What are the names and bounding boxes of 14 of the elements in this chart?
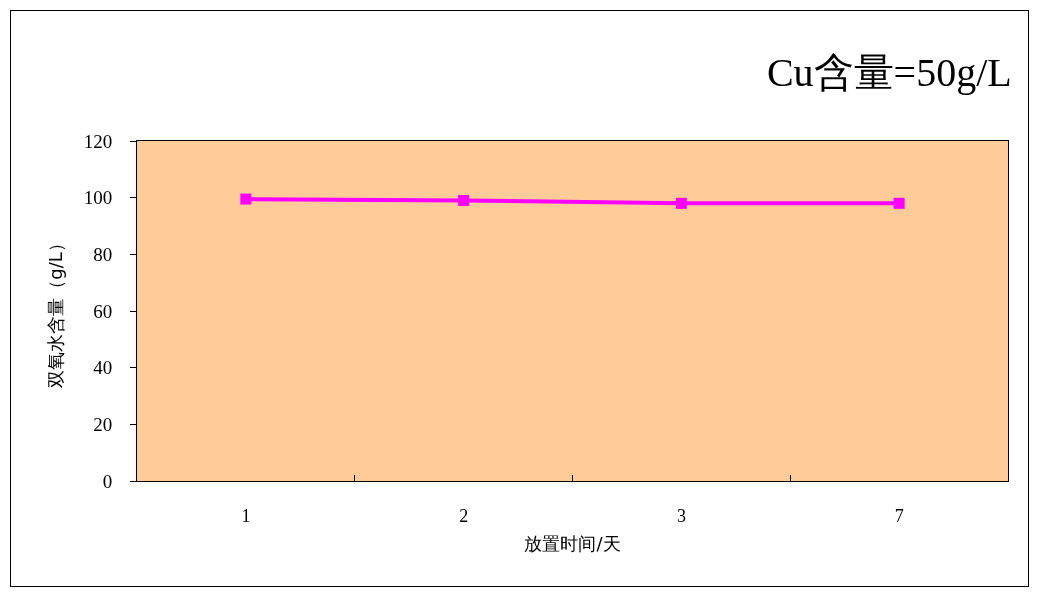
x-tick-label: 2: [459, 505, 469, 526]
y-axis-title: 双氧水含量（g/L）: [44, 234, 66, 388]
chart-title: Cu含量=50g/L: [766, 49, 1012, 95]
x-tick-label: 3: [676, 505, 686, 526]
x-tick-label: 1: [241, 505, 251, 526]
y-tick-label: 100: [83, 187, 113, 209]
y-tick-label: 0: [102, 470, 113, 492]
y-tick-label: 80: [93, 243, 113, 265]
x-tick-label: 7: [894, 505, 904, 526]
y-tick-label: 120: [83, 130, 113, 152]
y-tick-label: 20: [93, 413, 113, 435]
x-axis-title: 放置时间/天: [524, 532, 621, 554]
y-tick-label: 40: [93, 357, 113, 379]
y-tick-label: 60: [93, 300, 113, 322]
